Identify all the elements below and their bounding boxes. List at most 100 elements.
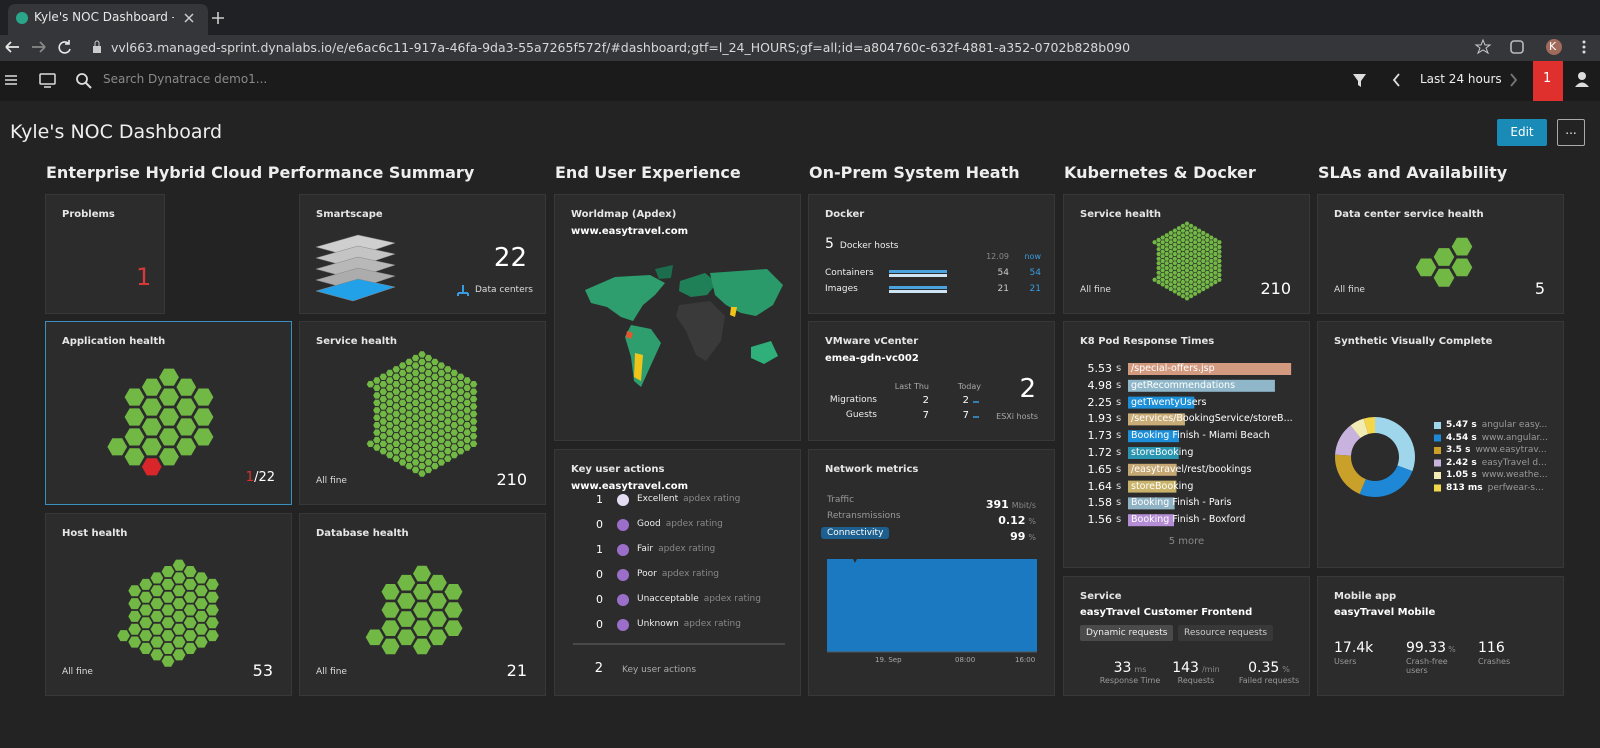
profile-avatar[interactable] (1546, 39, 1562, 55)
tab[interactable]: Dynamic requests (1080, 625, 1174, 641)
hexagon (411, 384, 420, 392)
tile[interactable]: Worldmap (Apdex) www.easytravel.com (554, 194, 801, 441)
map-region (634, 353, 643, 381)
hexagon (399, 399, 407, 406)
hexagon (1188, 261, 1194, 266)
hexagon (1184, 287, 1190, 292)
hexagon (379, 410, 387, 418)
bookmark-star[interactable] (1474, 38, 1492, 55)
menu-dot[interactable] (1582, 45, 1586, 49)
tile[interactable]: Docker 5 Docker hosts 12.09 now Containers 54 5… (808, 194, 1055, 314)
hexagon (437, 362, 445, 369)
back-button[interactable] (5, 41, 19, 53)
hexagon (1217, 249, 1222, 254)
problem-badge[interactable] (1533, 61, 1563, 101)
next-timeframe[interactable] (1510, 73, 1518, 87)
tile[interactable]: Data center service health All fine 5 (1317, 194, 1564, 314)
hexagon (1213, 247, 1218, 252)
tile[interactable]: Key user actions www.easytravel.com 1 Excel… (554, 449, 801, 696)
hexagon (1180, 237, 1186, 242)
hexagon (1192, 254, 1198, 259)
tile[interactable]: Service health All fine 210 (299, 321, 546, 505)
hexagon (428, 593, 447, 609)
hexagon (392, 395, 400, 403)
hexagon (1164, 275, 1170, 280)
hexagon (1160, 240, 1165, 245)
separator: / (254, 470, 259, 485)
forward-button[interactable] (32, 41, 46, 53)
hexagon (1172, 270, 1178, 275)
tile[interactable]: Problems 1 (45, 194, 165, 314)
row-value: 21 (997, 284, 1009, 294)
previous-timeframe[interactable] (1392, 73, 1400, 87)
menu-dot[interactable] (1582, 40, 1586, 44)
search-input[interactable]: Search Dynatrace demo1... (103, 72, 268, 86)
hexagon (1204, 284, 1210, 289)
more-link[interactable]: 5 more (1168, 536, 1205, 547)
hexagon (1160, 263, 1165, 268)
timeframe[interactable]: Last 24 hours (1420, 72, 1502, 86)
active-tab[interactable] (8, 4, 208, 35)
hexagon (1156, 266, 1161, 270)
url-text[interactable]: vvl663.managed-sprint.dynalabs.io/e/e6ac… (111, 40, 1131, 55)
more-button[interactable]: ... (1557, 119, 1585, 146)
hexagon (1196, 275, 1202, 280)
menu-dot[interactable] (1582, 50, 1586, 54)
extension-icon[interactable] (1510, 40, 1524, 54)
hexagon (1160, 235, 1165, 240)
search-icon[interactable] (76, 73, 88, 85)
status: All fine (316, 476, 347, 486)
tile[interactable]: Network metrics Traffic 391 Mbit/s Retransmi… (808, 449, 1055, 696)
tile[interactable]: Host health All fine 53 (45, 513, 292, 696)
hexagon (1217, 273, 1222, 277)
response-value: 1.73 (1087, 429, 1113, 443)
bar-stripe (889, 290, 947, 293)
hexagon (437, 407, 445, 414)
tile[interactable]: Database health All fine 21 (299, 513, 546, 696)
hexagon (444, 584, 463, 600)
hexagon (1192, 249, 1198, 254)
x-axis-label: 19. Sep (875, 656, 902, 664)
unit: % (1028, 533, 1036, 542)
hexagon (397, 629, 416, 646)
rating-label: Unacceptable (637, 594, 699, 604)
pod-label: getTwentyUsers (1131, 396, 1207, 408)
hexagon (1200, 273, 1206, 277)
hexagon (161, 591, 175, 603)
row-value: 2 (922, 395, 929, 406)
legend-swatch (1434, 447, 1441, 454)
tile[interactable]: Smartscape 22 Data centers (299, 194, 546, 314)
hexagon (150, 598, 164, 610)
hexagon (1176, 277, 1182, 282)
edit-button[interactable]: Edit (1497, 119, 1547, 146)
tile[interactable]: VMware vCenter emea-gdn-vc002 Last Thu Toda… (808, 321, 1055, 441)
hexagon (469, 388, 478, 395)
value: 0.35 (1248, 660, 1280, 676)
hexagon (141, 398, 162, 416)
tab[interactable]: Resource requests (1178, 625, 1274, 641)
menu-button[interactable] (5, 75, 17, 85)
filter-icon[interactable] (1353, 74, 1366, 87)
tile-title: K8 Pod Response Times (1080, 336, 1215, 347)
tile[interactable]: Application health 1/22 (45, 321, 292, 505)
tab-close[interactable] (184, 13, 194, 23)
reload-button[interactable] (58, 40, 71, 54)
new-tab[interactable] (212, 12, 224, 24)
map-region (730, 307, 737, 317)
hexagon (444, 425, 452, 433)
tile[interactable]: Service health All fine 210 (1063, 194, 1310, 314)
hexagon (392, 455, 400, 462)
tile[interactable]: Service easyTravel Customer Frontend Dynam… (1063, 576, 1310, 696)
dashboard-icon[interactable] (39, 73, 56, 85)
user-icon-head[interactable] (1578, 72, 1586, 80)
hexagon (1433, 248, 1455, 266)
hexagon (444, 455, 452, 462)
tile[interactable]: K8 Pod Response Times 5.53 s/special-offer… (1063, 321, 1310, 568)
tile[interactable]: Synthetic Visually Complete 5.47 s angular… (1317, 321, 1564, 568)
unit: Mbit/s (1011, 501, 1036, 510)
metric-value: 143/min (1156, 657, 1236, 676)
hexagon (1172, 252, 1178, 256)
hexagon (139, 630, 153, 642)
tile[interactable]: Mobile app easyTravel Mobile 17.4k Users 99.… (1317, 576, 1564, 696)
hexagon (457, 381, 465, 388)
